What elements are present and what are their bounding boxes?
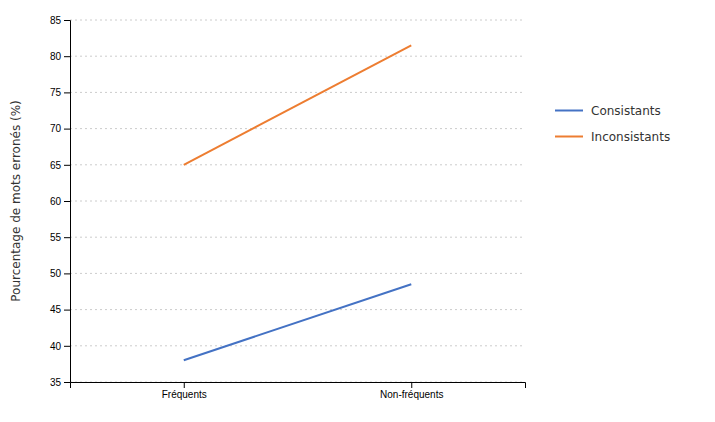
- tick-mark: [411, 382, 412, 388]
- tick-label: 80: [50, 51, 62, 62]
- chart: 35 40 45 50 55 60 65 70 75 80 85 Fréquents Non-fréqu…: [0, 0, 715, 422]
- tick-label: 35: [50, 377, 62, 388]
- grid-line: [70, 309, 525, 310]
- grid-line: [70, 92, 525, 93]
- grid: [70, 20, 525, 382]
- tick-mark: [64, 273, 70, 274]
- y-tick: 80: [50, 51, 70, 62]
- tick-label: 60: [50, 196, 62, 207]
- y-tick: 85: [50, 15, 70, 26]
- tick-label: Fréquents: [162, 389, 207, 400]
- grid-line: [70, 345, 525, 346]
- tick-mark: [64, 346, 70, 347]
- y-tick: 75: [50, 87, 70, 98]
- legend-label: Inconsistants: [591, 130, 670, 144]
- tick-mark: [64, 56, 70, 57]
- chart-container: 35 40 45 50 55 60 65 70 75 80 85 Fréquents Non-fréqu…: [0, 0, 715, 422]
- grid-line: [70, 128, 525, 129]
- tick-label: 45: [50, 304, 62, 315]
- tick-label: 85: [50, 15, 62, 26]
- x-tick: Fréquents: [162, 382, 207, 400]
- y-tick: 60: [50, 196, 70, 207]
- legend-label: Consistants: [591, 104, 661, 118]
- y-tick: 70: [50, 123, 70, 134]
- tick-label: 55: [50, 232, 62, 243]
- series-line: [184, 45, 412, 164]
- grid-line: [70, 237, 525, 238]
- legend-swatch: [555, 136, 583, 138]
- tick-mark: [64, 237, 70, 238]
- grid-line: [70, 273, 525, 274]
- tick-mark: [64, 310, 70, 311]
- y-tick: 45: [50, 304, 70, 315]
- axis-domain: [71, 383, 526, 389]
- tick-label: 75: [50, 87, 62, 98]
- tick-label: 70: [50, 123, 62, 134]
- tick-mark: [64, 382, 70, 383]
- y-tick: 55: [50, 232, 70, 243]
- y-axis-label: Pourcentage de mots erronés (%): [9, 100, 23, 301]
- tick-label: 65: [50, 160, 62, 171]
- plot: 35 40 45 50 55 60 65 70 75 80 85 Fréquents Non-fréqu…: [50, 15, 670, 400]
- y-tick: 65: [50, 160, 70, 171]
- y-tick: 40: [50, 341, 70, 352]
- grid-line: [70, 164, 525, 165]
- legend-swatch: [555, 110, 583, 112]
- y-tick: 50: [50, 268, 70, 279]
- tick-mark: [64, 92, 70, 93]
- tick-label: 50: [50, 268, 62, 279]
- grid-line: [70, 201, 525, 202]
- axis-domain: [64, 21, 71, 383]
- legend-item: Inconsistants: [555, 130, 670, 144]
- grid-line: [70, 20, 525, 21]
- legend-item: Consistants: [555, 104, 661, 118]
- tick-mark: [64, 20, 70, 21]
- tick-mark: [64, 201, 70, 202]
- y-axis: 35 40 45 50 55 60 65 70 75 80 85: [50, 15, 71, 388]
- x-axis: Fréquents Non-fréquents: [71, 382, 526, 400]
- legend: Consistants Inconsistants: [555, 104, 670, 144]
- tick-mark: [64, 165, 70, 166]
- y-tick: 35: [50, 377, 70, 388]
- tick-mark: [184, 382, 185, 388]
- tick-mark: [64, 129, 70, 130]
- grid-line: [70, 56, 525, 57]
- x-tick: Non-fréquents: [380, 382, 443, 400]
- series-line: [184, 284, 412, 360]
- tick-label: Non-fréquents: [380, 389, 443, 400]
- tick-label: 40: [50, 341, 62, 352]
- series-group: [184, 45, 412, 360]
